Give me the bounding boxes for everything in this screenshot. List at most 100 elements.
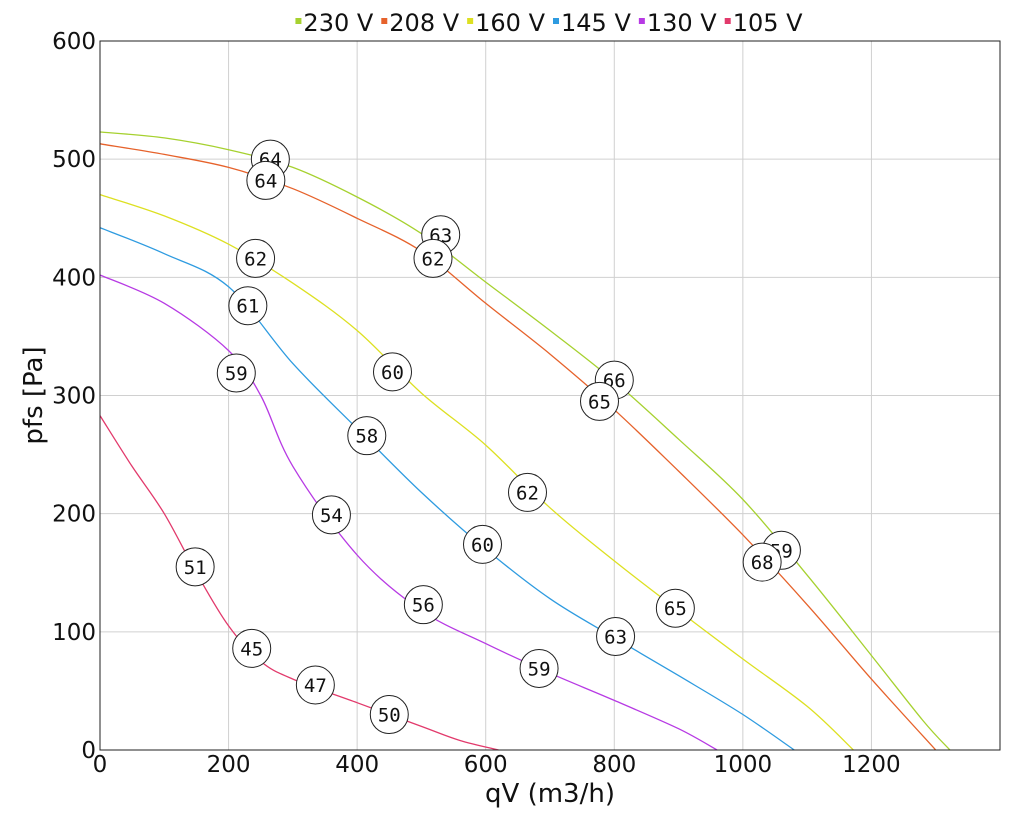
label-value: 63 xyxy=(604,627,627,649)
legend-swatch xyxy=(724,18,731,24)
legend-label: 145 V xyxy=(561,9,631,37)
x-axis-title: qV (m3/h) xyxy=(485,779,615,809)
legend: 230 V 208 V 160 V 145 V 130 V 105 V xyxy=(295,9,803,37)
label-value: 65 xyxy=(664,598,687,620)
series-5-label-3: 50 xyxy=(369,695,409,735)
x-tick-label: 600 xyxy=(464,752,508,778)
label-value: 56 xyxy=(412,595,435,617)
label-bubble xyxy=(580,381,619,421)
label-bubble xyxy=(311,495,351,535)
label-value: 59 xyxy=(528,658,551,680)
legend-item-3: 145 V xyxy=(553,9,631,37)
legend-item-5: 105 V xyxy=(724,9,803,37)
label-bubble xyxy=(403,585,443,625)
series-4-label-1: 54 xyxy=(311,495,351,535)
legend-item-2: 160 V xyxy=(467,9,546,37)
label-bubble xyxy=(228,286,268,326)
label-bubble xyxy=(655,588,695,628)
x-tick-label: 400 xyxy=(335,752,379,778)
label-bubble xyxy=(232,628,272,668)
series-line-3 xyxy=(99,227,795,751)
series-5-label-1: 45 xyxy=(232,628,272,668)
series-5-label-0: 51 xyxy=(175,547,215,587)
label-bubble xyxy=(596,617,636,657)
series-curves xyxy=(99,131,951,751)
plot-frame xyxy=(99,40,1001,751)
series-1-label-1: 62 xyxy=(413,238,453,278)
y-axis-title: pfs [Pa] xyxy=(19,346,49,444)
label-value: 60 xyxy=(381,362,404,384)
series-line-5 xyxy=(99,415,499,751)
series-3-label-1: 58 xyxy=(347,416,387,456)
label-value: 59 xyxy=(225,363,248,385)
label-value: 64 xyxy=(254,170,277,192)
label-value: 60 xyxy=(471,534,494,556)
legend-swatch xyxy=(295,18,302,24)
y-tick-label: 400 xyxy=(52,265,96,291)
x-tick-label: 1200 xyxy=(842,752,901,778)
label-bubble xyxy=(295,665,335,705)
series-2-label-1: 60 xyxy=(373,352,412,392)
legend-swatch xyxy=(467,18,474,24)
series-2-label-3: 65 xyxy=(655,588,695,628)
series-line-4 xyxy=(99,274,718,751)
legend-label: 130 V xyxy=(647,9,717,37)
label-bubble xyxy=(519,648,559,688)
legend-swatch xyxy=(381,18,388,24)
label-value: 62 xyxy=(422,248,445,270)
label-value: 62 xyxy=(516,482,539,504)
y-tick-label: 0 xyxy=(81,738,96,764)
label-bubble xyxy=(369,695,409,735)
series-line-1 xyxy=(99,143,937,751)
legend-label: 160 V xyxy=(475,9,545,37)
legend-label: 105 V xyxy=(733,9,803,37)
x-tick-label: 800 xyxy=(592,752,636,778)
series-3-label-2: 60 xyxy=(463,524,502,564)
label-value: 47 xyxy=(304,675,327,697)
x-tick-label: 0 xyxy=(93,752,108,778)
series-1-label-3: 68 xyxy=(742,542,782,582)
series-3-label-0: 61 xyxy=(228,286,268,326)
series-5-label-2: 47 xyxy=(295,665,335,705)
legend-swatch xyxy=(638,18,645,24)
label-bubble xyxy=(347,416,387,456)
series-4-label-0: 59 xyxy=(216,353,256,393)
label-bubble xyxy=(413,238,453,278)
y-tick-label: 300 xyxy=(52,384,96,410)
legend-swatch xyxy=(553,18,559,24)
label-value: 54 xyxy=(320,505,343,527)
y-tick-label: 100 xyxy=(52,620,96,646)
point-labels: 6463665964626568626062656158606359545659… xyxy=(175,139,801,735)
axis-ticks: 0 200 400 600 800 1000 1200 0 100 200 300 400 500 600 xyxy=(52,29,901,778)
series-2-label-2: 62 xyxy=(508,472,547,512)
y-tick-label: 600 xyxy=(52,29,96,55)
legend-item-4: 130 V xyxy=(638,9,717,37)
series-1-label-0: 64 xyxy=(246,160,286,200)
label-bubble xyxy=(508,472,547,512)
y-tick-label: 200 xyxy=(52,502,96,528)
label-bubble xyxy=(373,352,412,392)
x-tick-label: 1000 xyxy=(714,752,773,778)
label-bubble xyxy=(246,160,286,200)
label-value: 68 xyxy=(751,552,774,574)
legend-label: 208 V xyxy=(389,9,459,37)
label-bubble xyxy=(742,542,782,582)
x-tick-label: 200 xyxy=(207,752,251,778)
legend-item-1: 208 V xyxy=(381,9,460,37)
label-bubble xyxy=(463,524,502,564)
series-line-2 xyxy=(99,193,854,751)
legend-label: 230 V xyxy=(303,9,373,37)
series-4-label-3: 59 xyxy=(519,648,559,688)
label-bubble xyxy=(236,238,276,278)
label-bubble xyxy=(175,547,215,587)
label-value: 51 xyxy=(184,557,207,579)
y-tick-label: 500 xyxy=(52,147,96,173)
label-value: 61 xyxy=(236,296,259,318)
series-3-label-3: 63 xyxy=(596,617,636,657)
label-value: 62 xyxy=(244,248,267,270)
label-value: 65 xyxy=(588,391,611,413)
label-value: 50 xyxy=(378,705,401,727)
legend-item-0: 230 V xyxy=(295,9,374,37)
label-value: 45 xyxy=(240,638,263,660)
